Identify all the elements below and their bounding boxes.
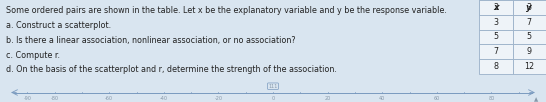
Text: y: y <box>526 3 532 12</box>
Text: -60: -60 <box>105 96 113 101</box>
Text: 5: 5 <box>527 32 532 42</box>
Text: 7: 7 <box>494 47 498 56</box>
Text: 7: 7 <box>527 18 532 27</box>
Text: 3: 3 <box>527 3 532 12</box>
Text: 40: 40 <box>379 96 385 101</box>
Text: a. Construct a scatterplot.: a. Construct a scatterplot. <box>5 21 111 30</box>
Text: -80: -80 <box>51 96 58 101</box>
Text: Some ordered pairs are shown in the table. Let x be the explanatory variable and: Some ordered pairs are shown in the tabl… <box>5 6 447 15</box>
Bar <box>513 59 546 74</box>
Text: x: x <box>493 3 499 12</box>
Text: ▲: ▲ <box>533 97 538 102</box>
Bar <box>513 0 546 15</box>
Text: b. Is there a linear association, nonlinear association, or no association?: b. Is there a linear association, nonlin… <box>5 36 295 45</box>
Bar <box>479 15 513 30</box>
Text: 60: 60 <box>434 96 440 101</box>
Bar <box>479 44 513 59</box>
Text: -90: -90 <box>23 96 31 101</box>
Text: 9: 9 <box>527 47 532 56</box>
Text: 3: 3 <box>494 18 498 27</box>
Text: 20: 20 <box>324 96 331 101</box>
Text: 12: 12 <box>524 62 535 71</box>
Bar <box>479 0 513 15</box>
Text: 80: 80 <box>488 96 495 101</box>
Text: 5: 5 <box>494 32 498 42</box>
Text: d. On the basis of the scatterplot and r, determine the strength of the associat: d. On the basis of the scatterplot and r… <box>5 65 336 74</box>
Bar <box>513 0 546 15</box>
Bar <box>513 15 546 30</box>
Bar <box>513 44 546 59</box>
Text: -20: -20 <box>215 96 222 101</box>
Text: 8: 8 <box>494 62 498 71</box>
Bar <box>479 0 513 15</box>
Text: c. Compute r.: c. Compute r. <box>5 52 60 60</box>
Text: 111: 111 <box>268 84 278 89</box>
Bar <box>513 30 546 44</box>
Bar <box>479 59 513 74</box>
Text: 2: 2 <box>494 3 498 12</box>
Text: -40: -40 <box>160 96 168 101</box>
Bar <box>479 30 513 44</box>
Text: 0: 0 <box>271 96 275 101</box>
